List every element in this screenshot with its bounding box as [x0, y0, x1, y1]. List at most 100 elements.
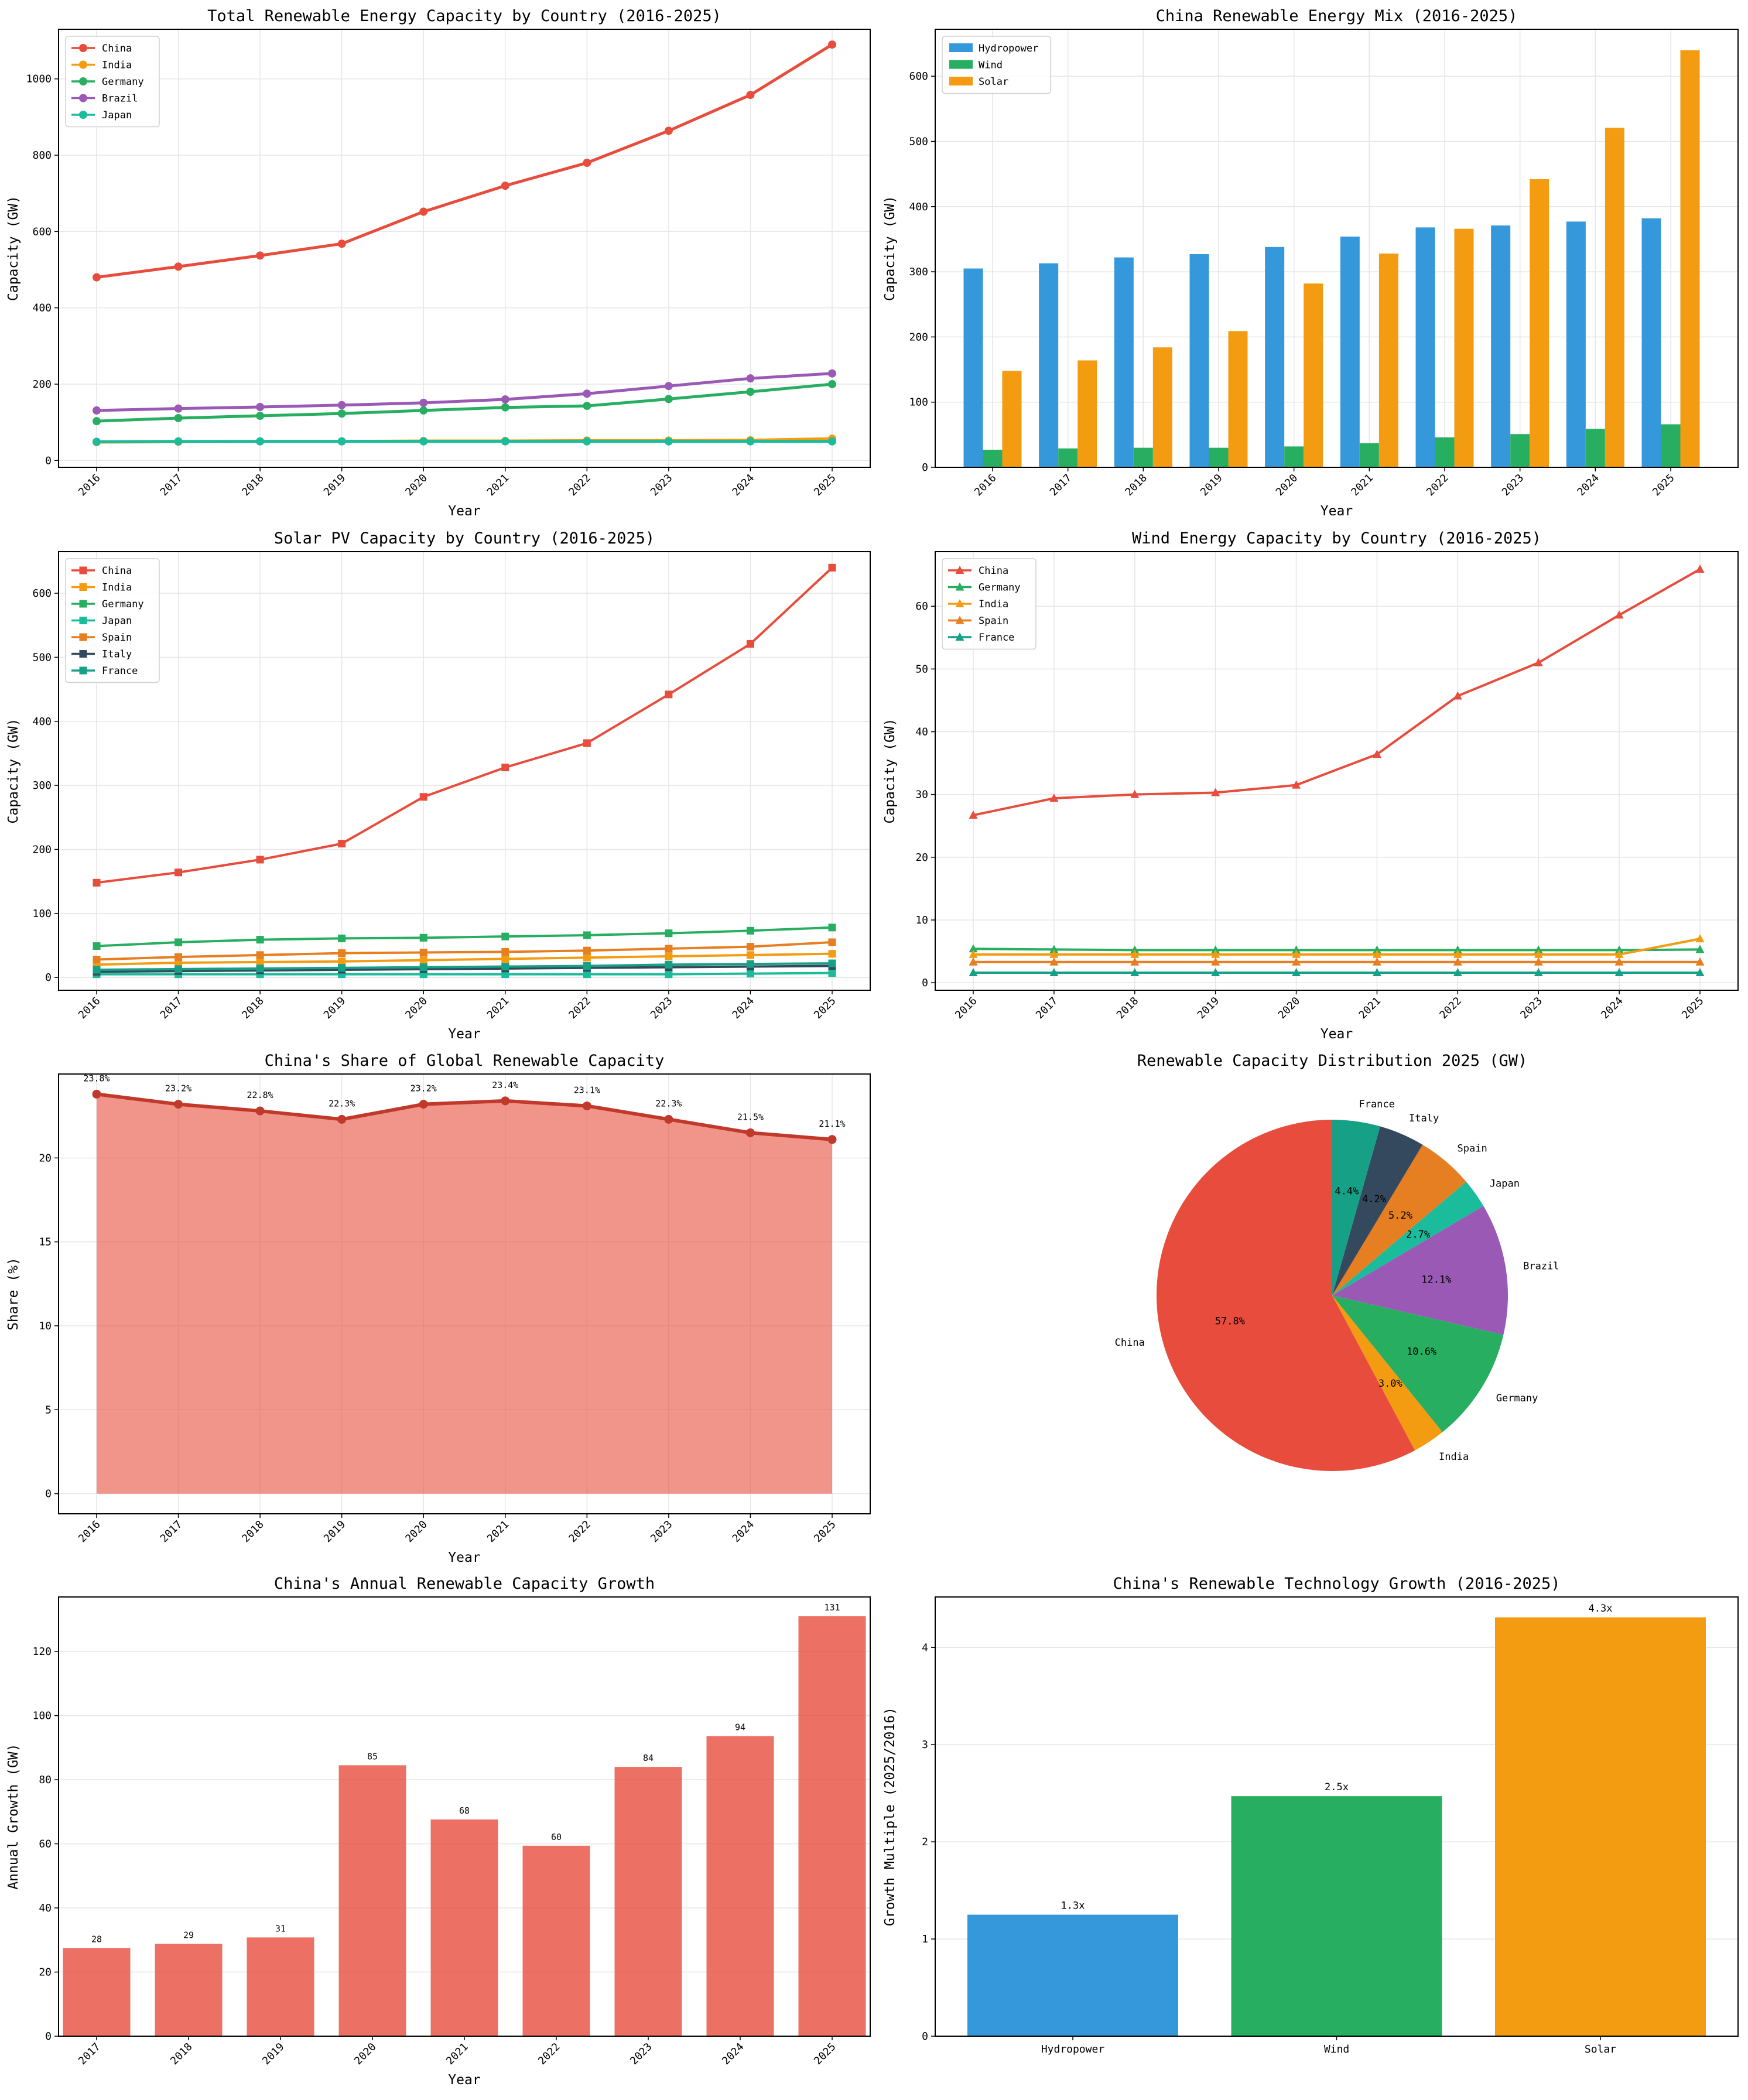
data-point [501, 932, 509, 940]
series-china [93, 40, 836, 282]
bar [430, 1819, 498, 2036]
data-label: 22.3% [655, 1098, 682, 1109]
data-point [665, 960, 673, 969]
bar [1435, 437, 1455, 467]
data-point [745, 1128, 755, 1137]
bar-value-label: 28 [91, 1934, 102, 1944]
bar [1661, 424, 1681, 467]
series-brazil [93, 369, 836, 415]
legend-marker [79, 600, 87, 608]
data-point [1211, 788, 1220, 796]
y-tick-label: 30 [915, 789, 928, 801]
data-point [664, 382, 673, 391]
data-point [665, 690, 673, 699]
data-point [969, 944, 978, 953]
legend-label: India [102, 60, 132, 71]
y-tick-label: 40 [39, 1902, 52, 1914]
legend-marker [79, 666, 87, 675]
y-axis-label: Capacity (GW) [882, 718, 898, 823]
data-label: 23.2% [411, 1083, 437, 1094]
data-point [93, 956, 101, 964]
data-point [338, 964, 346, 972]
bar [1114, 257, 1134, 467]
data-point [501, 970, 509, 979]
series-india [969, 934, 1705, 958]
y-axis-label: Annual Growth (GW) [6, 1743, 21, 1889]
x-tick-label: Solar [1585, 2043, 1616, 2055]
y-axis-label: Capacity (GW) [6, 196, 21, 301]
legend-label: Germany [979, 582, 1021, 594]
pie-category-label: Germany [1496, 1393, 1538, 1404]
data-point [583, 739, 591, 747]
y-tick-label: 100 [32, 1710, 52, 1722]
bar [1585, 429, 1605, 467]
data-point [1453, 691, 1462, 700]
pie-slice-brazil [1332, 1206, 1508, 1335]
y-tick-label: 3 [922, 1739, 928, 1751]
data-point [337, 409, 346, 418]
data-point [338, 934, 346, 942]
bar [967, 1914, 1178, 2036]
data-point [338, 949, 346, 957]
data-point [583, 437, 591, 446]
legend-label: China [979, 565, 1008, 577]
data-point [582, 1101, 591, 1110]
bar [1133, 447, 1153, 467]
series-china [93, 563, 836, 887]
data-point [583, 159, 591, 167]
bar [1304, 283, 1323, 467]
data-point [1534, 949, 1543, 958]
series-line [97, 972, 833, 976]
series-line [96, 926, 833, 948]
data-point [828, 563, 836, 572]
bar [1228, 331, 1248, 467]
pie-category-label: Brazil [1523, 1260, 1559, 1272]
y-tick-label: 60 [915, 600, 928, 613]
pie-percent-label: 4.4% [1335, 1186, 1359, 1198]
y-tick-label: 300 [909, 266, 928, 278]
data-point [665, 952, 673, 960]
pie-percent-label: 12.1% [1421, 1274, 1451, 1285]
bar [1359, 443, 1379, 467]
data-point [828, 969, 836, 977]
bar [1284, 446, 1304, 467]
data-point [1614, 610, 1624, 619]
data-point [337, 1114, 347, 1124]
data-point [664, 437, 673, 446]
data-point [1453, 945, 1462, 954]
data-point [583, 402, 591, 411]
data-label: 21.1% [819, 1119, 845, 1129]
pie-category-label: Spain [1458, 1143, 1487, 1154]
plot-frame [935, 29, 1739, 468]
y-tick-label: 0 [45, 2030, 52, 2043]
y-tick-label: 0 [45, 972, 52, 984]
data-point [1372, 750, 1381, 758]
data-point [256, 437, 265, 446]
data-point [174, 1100, 183, 1109]
legend-label: China [102, 43, 132, 54]
legend-label: Italy [102, 649, 132, 661]
data-point [746, 437, 755, 446]
bar-value-label: 2.5x [1325, 1781, 1349, 1793]
data-label: 23.4% [492, 1080, 518, 1090]
bar [1209, 447, 1229, 467]
legend-marker [79, 583, 87, 591]
data-point [827, 1135, 837, 1144]
legend-marker [79, 650, 87, 658]
bar [1605, 128, 1624, 467]
y-axis-label: Capacity (GW) [882, 196, 898, 301]
chart-title: Solar PV Capacity by Country (2016-2025) [274, 529, 655, 548]
series-line [96, 952, 833, 966]
y-tick-label: 400 [32, 716, 52, 728]
series-line [96, 43, 833, 279]
series-france [969, 967, 1705, 976]
legend-label: Germany [102, 76, 144, 88]
bar [1002, 371, 1022, 467]
data-point [1695, 957, 1705, 966]
series-germany [969, 944, 1705, 954]
legend-label: Wind [979, 60, 1003, 71]
y-tick-label: 40 [915, 726, 928, 738]
data-point [969, 967, 978, 976]
data-label: 23.1% [574, 1085, 600, 1095]
